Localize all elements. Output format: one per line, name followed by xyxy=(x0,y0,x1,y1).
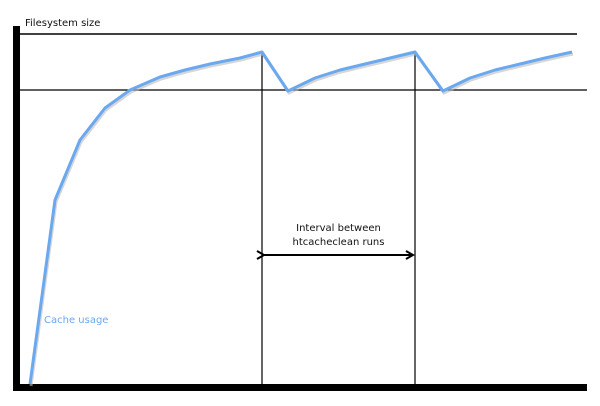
cache-usage-shadow xyxy=(29,52,574,387)
interval-label: Interval between htcacheclean runs xyxy=(262,222,415,250)
interval-label-line-1: Interval between xyxy=(296,223,381,234)
interval-label-line-2: htcacheclean runs xyxy=(292,237,385,248)
y-axis xyxy=(13,26,20,391)
filesystem-size-label: Filesystem size xyxy=(25,18,101,29)
x-axis xyxy=(13,384,587,391)
cache-usage-curve xyxy=(28,50,573,385)
cache-usage-label: Cache usage xyxy=(44,315,109,326)
